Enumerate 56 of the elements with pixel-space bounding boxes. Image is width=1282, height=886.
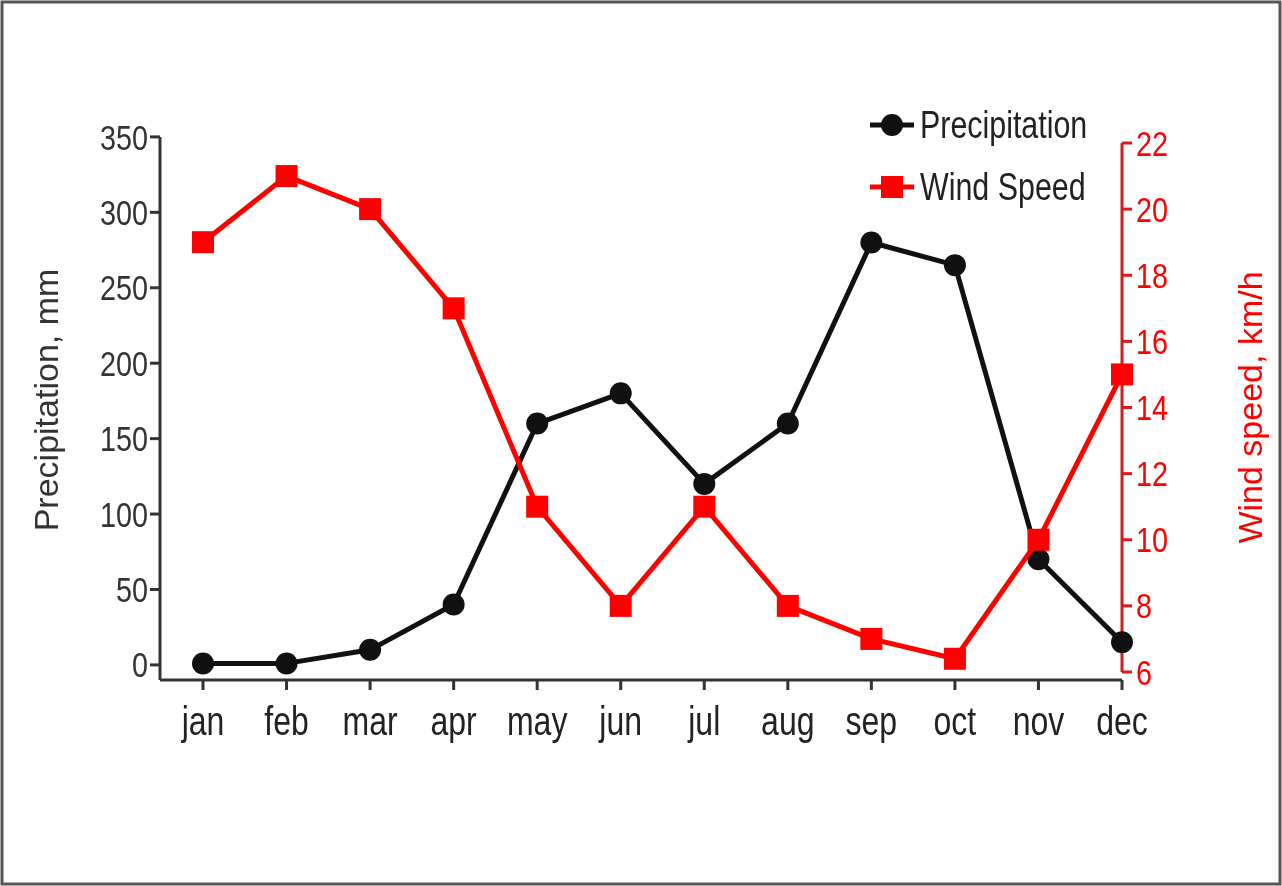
point xyxy=(860,231,883,254)
x-tick-label: jan xyxy=(180,698,225,744)
point xyxy=(442,593,465,616)
point xyxy=(943,254,966,277)
x-tick-label: aug xyxy=(761,698,815,744)
y-tick-label: 150 xyxy=(99,418,148,459)
y-tick-label: 200 xyxy=(99,342,148,384)
x-tick-label: may xyxy=(506,698,569,744)
x-tick-label: apr xyxy=(430,698,477,744)
y-tick-label: 300 xyxy=(99,191,148,233)
point xyxy=(860,627,883,650)
point xyxy=(1111,631,1133,654)
legend-label: Wind Speed xyxy=(920,166,1086,209)
x-tick-label: nov xyxy=(1012,698,1065,744)
y2-tick-label: 10 xyxy=(1136,519,1169,561)
point xyxy=(609,382,632,405)
point xyxy=(776,412,799,435)
point xyxy=(1027,528,1050,551)
x-tick-label: dec xyxy=(1096,698,1148,744)
y-axis-title: Precipitation, mm xyxy=(27,268,65,532)
point xyxy=(192,652,214,675)
point xyxy=(192,231,214,254)
point xyxy=(359,638,382,661)
y2-tick-label: 22 xyxy=(1136,122,1169,164)
x-tick-label: feb xyxy=(264,698,309,744)
y-tick-label: 250 xyxy=(99,267,148,309)
y2-tick-label: 8 xyxy=(1136,585,1153,627)
point xyxy=(1111,363,1133,386)
point xyxy=(776,594,799,617)
y2-tick-label: 14 xyxy=(1136,386,1169,428)
y-tick-label: 350 xyxy=(99,116,148,158)
point xyxy=(275,165,298,188)
point xyxy=(526,495,549,518)
y2-tick-label: 6 xyxy=(1136,651,1153,693)
point xyxy=(609,594,632,617)
legend-label: Precipitation xyxy=(920,104,1088,147)
y-tick-label: 100 xyxy=(99,493,148,535)
y-tick-label: 0 xyxy=(131,644,148,686)
y2-tick-label: 20 xyxy=(1136,188,1169,230)
y2-axis-title: Wind speed, km/h xyxy=(1231,271,1269,544)
point xyxy=(693,472,716,495)
x-tick-label: jun xyxy=(598,698,643,744)
y2-tick-label: 12 xyxy=(1136,453,1169,494)
x-tick-label: mar xyxy=(342,698,398,744)
x-tick-label: sep xyxy=(845,698,898,744)
x-tick-label: jul xyxy=(687,698,721,744)
y2-tick-label: 18 xyxy=(1136,254,1169,296)
point xyxy=(693,495,716,518)
x-tick-label: oct xyxy=(933,698,977,744)
point xyxy=(359,198,382,221)
point xyxy=(943,647,966,670)
y-tick-label: 50 xyxy=(115,568,148,610)
point xyxy=(442,297,465,320)
point xyxy=(526,412,549,435)
y2-tick-label: 16 xyxy=(1136,320,1169,362)
point xyxy=(275,652,298,675)
